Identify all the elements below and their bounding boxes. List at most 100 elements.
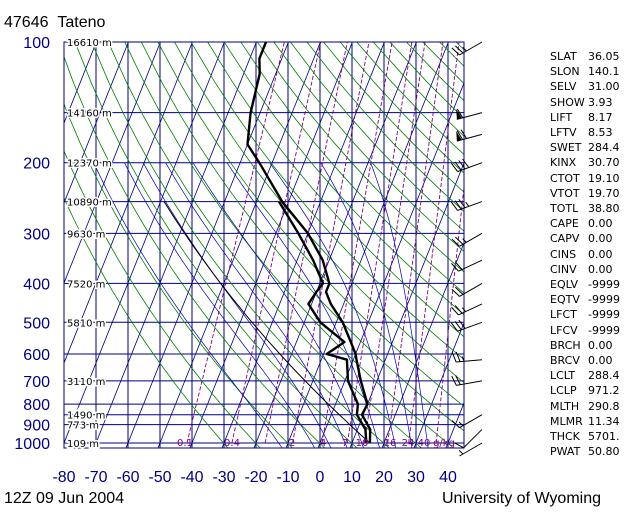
index-name: VTOT <box>550 186 580 200</box>
wind-barb-half-flag <box>462 47 467 52</box>
index-name: EQTV <box>550 293 580 307</box>
wind-barb-half-flag <box>462 238 467 243</box>
mixing-ratio-label: 0.1 <box>177 438 193 449</box>
mixing-ratio-label: 16 <box>384 438 397 449</box>
index-row-mlmr: MLMR 11.34 <box>550 414 636 429</box>
mixing-ratio-line <box>435 183 464 444</box>
height-label: 5810 m <box>67 318 105 329</box>
index-value: 11.34 <box>588 414 620 428</box>
mixing-ratio-label: 10 <box>356 438 369 449</box>
index-value: -9999 <box>588 293 620 307</box>
wind-barb-flag <box>455 351 461 362</box>
pressure-tick-label: 700 <box>23 374 50 391</box>
index-name: SWET <box>550 141 582 155</box>
wind-barb <box>451 303 483 316</box>
pressure-tick-label: 800 <box>23 397 50 414</box>
temperature-tick-label: -20 <box>244 469 267 486</box>
wind-barb-staff <box>459 282 483 297</box>
isotherm-line <box>157 42 321 448</box>
temperature-tick-label: -80 <box>52 469 75 486</box>
wind-barb-flag <box>458 160 466 170</box>
index-name: CAPV <box>550 232 580 246</box>
index-name: PWAT <box>550 445 581 459</box>
isotherm-line <box>0 24 8 452</box>
wind-barb-staff <box>456 380 483 386</box>
station-id: 47646 <box>4 14 49 31</box>
mixing-ratio-line <box>231 42 322 444</box>
index-row-totl: TOTL 38.80 <box>550 201 636 216</box>
mixing-ratio-label: 2 <box>289 438 295 449</box>
index-value: 0.00 <box>588 354 613 368</box>
wind-barb-flag <box>451 263 459 272</box>
temperature-tick-label: 20 <box>375 469 393 486</box>
wind-barb-staff <box>457 162 483 173</box>
pressure-tick-label: 300 <box>23 226 50 243</box>
isotherm-line <box>64 42 161 285</box>
moist-adiabat-line <box>226 162 381 448</box>
mixing-ratio-label: 7 <box>342 438 348 449</box>
wind-barb-flag <box>450 201 458 211</box>
wind-barb-flag <box>454 161 462 171</box>
index-name: MLTH <box>550 399 580 413</box>
index-row-capv: CAPV 0.00 <box>550 231 636 246</box>
wind-barb-half-flag <box>458 421 464 427</box>
dry-adiabat-line <box>157 42 464 407</box>
index-name: CTOT <box>550 171 580 185</box>
index-value: 31.00 <box>588 80 620 94</box>
temperature-tick-label: -30 <box>212 469 235 486</box>
temperature-tick-label: 40 <box>439 469 457 486</box>
wind-barb-flag <box>454 200 462 210</box>
wind-barb-staff <box>457 201 483 211</box>
station-name: Tateno <box>57 14 106 31</box>
wind-barb-flag <box>451 238 460 247</box>
isotherm-line <box>93 42 257 448</box>
index-name: EQLV <box>550 278 579 292</box>
index-value: -9999 <box>588 323 620 337</box>
index-name: SLON <box>550 65 580 79</box>
wind-barb-flag <box>451 306 459 316</box>
index-name: TOTL <box>550 202 579 216</box>
temperature-profile-line <box>246 42 372 444</box>
wind-barb <box>450 199 483 211</box>
index-row-eqtv: EQTV -9999 <box>550 292 636 307</box>
index-value: 0.00 <box>588 232 613 246</box>
wind-barb-staff <box>459 41 483 56</box>
index-value: 284.4 <box>588 141 620 155</box>
wind-barb <box>456 108 483 120</box>
dry-adiabat-line <box>64 149 261 448</box>
index-name: SHOW <box>550 95 585 109</box>
isotherm-line <box>253 42 417 448</box>
index-name: LCLT <box>550 369 576 383</box>
wind-barb-flag <box>451 47 460 56</box>
height-label: 1490 m <box>67 411 105 422</box>
wind-barb <box>450 158 483 173</box>
index-row-slon: SLON 140.1 <box>550 64 636 79</box>
dry-adiabats <box>64 42 464 448</box>
wind-barb-staff <box>459 442 483 457</box>
index-row-lftv: LFTV 8.53 <box>550 125 636 140</box>
wind-barbs <box>450 41 483 457</box>
wind-barb-staff <box>456 359 483 363</box>
wind-barb-flag <box>458 319 466 329</box>
pressure-tick-label: 400 <box>23 276 50 293</box>
index-value: 30.70 <box>588 156 620 170</box>
mixing-ratio-line <box>408 42 460 444</box>
dry-adiabat-line <box>240 42 464 294</box>
wind-barb <box>451 375 483 386</box>
index-row-slat: SLAT 36.05 <box>550 49 636 64</box>
wind-barb-half-flag <box>458 450 464 455</box>
pressure-tick-label: 500 <box>23 315 50 332</box>
isotherm-line <box>221 42 385 448</box>
height-label: 3110 m <box>67 377 105 388</box>
index-value: 140.1 <box>588 65 620 79</box>
index-value: 8.53 <box>588 126 613 140</box>
moist-adiabat-line <box>269 162 397 448</box>
index-row-show: SHOW 3.93 <box>550 95 636 110</box>
sounding-series <box>163 42 372 444</box>
dry-adiabat-line <box>273 42 464 252</box>
dry-adiabat-line <box>289 42 464 232</box>
wind-barb <box>451 414 483 429</box>
wind-barb-staff <box>457 321 483 332</box>
